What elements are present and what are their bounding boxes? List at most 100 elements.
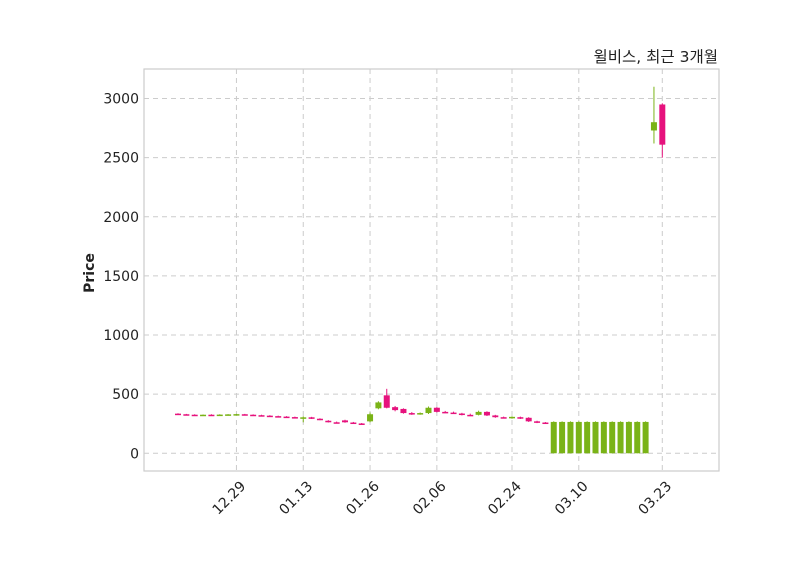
candle-body — [400, 408, 407, 414]
candle-down — [492, 414, 499, 418]
candle-down — [191, 414, 198, 417]
candle-body — [175, 413, 181, 416]
candle-body — [417, 413, 424, 415]
x-tick-label: 01.26 — [343, 478, 383, 518]
candle-down — [458, 412, 465, 416]
candle-down — [442, 410, 449, 414]
candle-body — [559, 421, 566, 454]
candle-up — [200, 414, 207, 417]
candle-body — [367, 414, 374, 422]
candle-up — [550, 421, 557, 454]
candle-body — [233, 414, 240, 416]
candle-down — [342, 419, 348, 423]
candle-body — [300, 417, 307, 419]
candle-body — [625, 421, 632, 454]
candle-body — [634, 421, 641, 454]
candle-body — [458, 413, 465, 416]
candle-body — [250, 414, 257, 417]
candle-down — [350, 421, 357, 425]
candle-up — [375, 401, 382, 410]
candle-down — [534, 420, 541, 424]
candle-down — [266, 415, 273, 418]
candle-body — [266, 415, 273, 418]
plot-frame — [143, 68, 720, 472]
candle-body — [316, 418, 323, 421]
candle-up — [425, 406, 432, 415]
candle-up — [475, 410, 482, 416]
y-tick-label: 2500 — [103, 151, 139, 167]
candle-body — [216, 414, 223, 417]
candle-down — [250, 414, 257, 417]
candle-down — [500, 416, 507, 419]
candle-up — [559, 421, 566, 454]
candle-up — [509, 416, 515, 419]
candle-body — [542, 422, 549, 425]
candle-body — [350, 422, 357, 425]
candle-up — [575, 421, 582, 454]
candle-body — [258, 415, 265, 417]
candle-body — [609, 421, 616, 454]
x-tick-label: 03.10 — [552, 479, 592, 519]
candle-body — [600, 421, 607, 454]
candle-body — [467, 414, 474, 417]
candle-body — [500, 417, 507, 419]
candle-up — [650, 86, 657, 144]
candle-body — [567, 421, 574, 454]
candle-body — [291, 417, 298, 419]
candle-body — [325, 420, 332, 423]
candle-down — [208, 414, 215, 417]
candle-body — [200, 414, 207, 417]
candle-down — [483, 411, 490, 417]
candle-body — [308, 417, 315, 419]
candle-up — [300, 416, 307, 423]
y-tick-label: 2000 — [103, 210, 139, 226]
candle-down — [383, 388, 390, 409]
candle-body — [642, 421, 649, 454]
candle-body — [517, 417, 524, 419]
candle-body — [659, 104, 666, 145]
candle-up — [367, 412, 374, 423]
x-tick-label: 02.24 — [485, 478, 525, 518]
candle-down — [333, 421, 340, 424]
candles — [175, 86, 666, 454]
candle-down — [258, 414, 265, 417]
chart-title: 윌비스, 최근 3개월 — [594, 48, 718, 66]
candle-up — [584, 421, 591, 454]
candle-body — [191, 414, 198, 417]
candle-body — [275, 416, 282, 418]
candle-body — [375, 402, 382, 409]
candle-down — [450, 411, 457, 415]
candle-body — [425, 407, 432, 414]
candle-down — [525, 417, 532, 422]
candle-body — [208, 414, 215, 417]
candle-up — [417, 412, 424, 415]
candle-down — [241, 413, 248, 416]
candle-body — [617, 421, 624, 454]
candle-down — [275, 415, 282, 418]
y-tick-labels: 0 500 1000 1500 2000 2500 3000 — [103, 92, 139, 463]
candle-up — [634, 421, 641, 454]
x-tick-labels: 12.29 01.13 01.26 02.06 02.24 03.10 03.23 — [210, 478, 676, 518]
y-tick-label: 0 — [130, 446, 139, 462]
candle-down — [283, 416, 290, 419]
candle-body — [241, 414, 248, 416]
candle-up — [225, 414, 232, 416]
candle-body — [650, 122, 657, 131]
candle-down — [467, 413, 474, 417]
candle-body — [534, 421, 541, 423]
x-tick-label: 03.23 — [635, 479, 675, 519]
candle-down — [316, 418, 323, 421]
candle-up — [216, 414, 223, 417]
candle-body — [584, 421, 591, 454]
candle-body — [333, 422, 340, 424]
candle-down — [433, 407, 440, 413]
candle-body — [408, 413, 415, 415]
candle-body — [183, 414, 190, 416]
candle-down — [183, 413, 190, 416]
candle-body — [442, 411, 449, 414]
candle-down — [517, 416, 524, 419]
candle-body — [592, 421, 599, 454]
candle-down — [308, 416, 315, 419]
